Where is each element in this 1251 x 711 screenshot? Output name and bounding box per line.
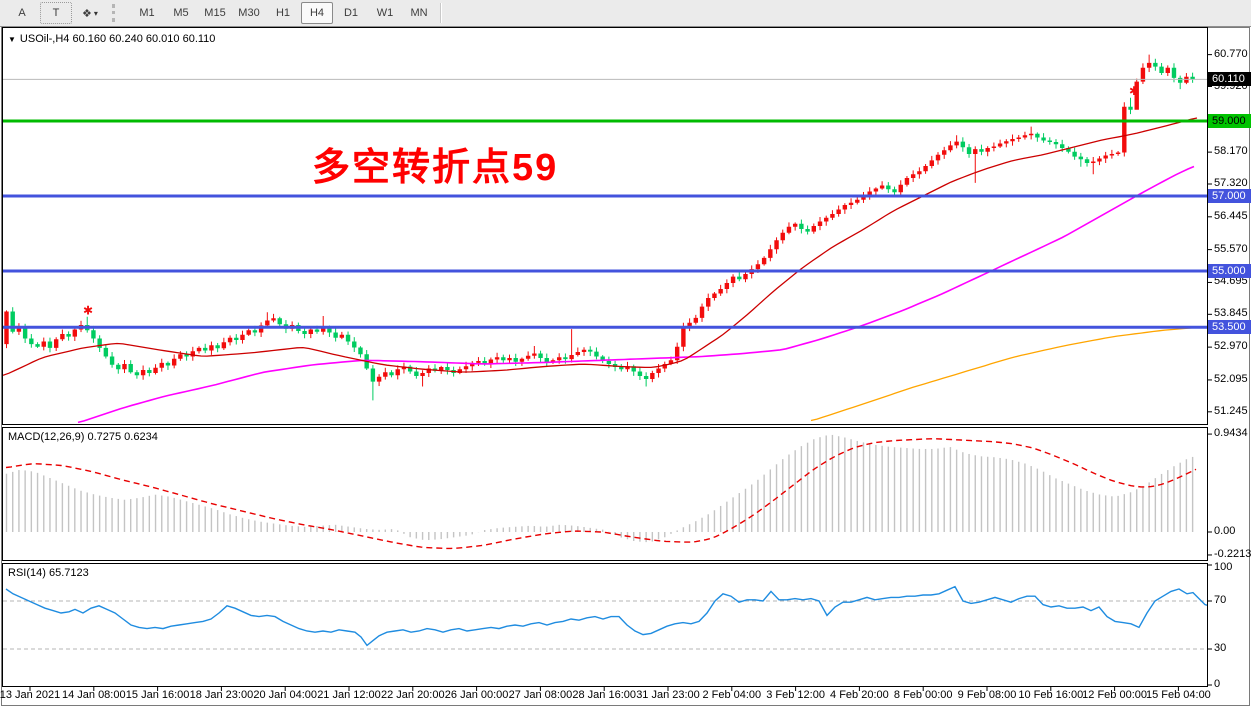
macd-pane-label: MACD(12,26,9) 0.7275 0.6234 — [8, 431, 158, 443]
time-axis-label: 31 Jan 23:00 — [636, 689, 700, 701]
timeframe-button-m5[interactable]: M5 — [173, 7, 189, 19]
star-marker[interactable]: ✱ — [83, 303, 93, 317]
timeframe-button-d1[interactable]: D1 — [343, 7, 359, 19]
time-axis-label: 8 Feb 00:00 — [893, 689, 953, 701]
arrows-tool-button[interactable]: ❖ ▾ — [74, 2, 106, 24]
time-axis-label: 20 Jan 04:00 — [253, 689, 317, 701]
macd-axis-label: 0.00 — [1214, 525, 1236, 537]
arrows-icon: ❖ — [82, 7, 92, 20]
rsi-pane-border — [2, 563, 1208, 687]
time-axis-label: 13 Jan 2021 — [0, 689, 61, 701]
chart-annotation-text: 多空转折点59 — [312, 147, 559, 189]
ma-fast-line — [3, 117, 1198, 376]
symbol-title: ▼ USOil-,H4 60.160 60.240 60.010 60.110 — [8, 33, 215, 45]
timeframe-button-h4[interactable]: H4 — [301, 2, 333, 24]
rsi-axis-label: 70 — [1214, 594, 1227, 606]
ma-long-line — [810, 326, 1196, 422]
macd-histogram — [5, 434, 1194, 543]
symbol-ohlc-text: USOil-,H4 60.160 60.240 60.010 60.110 — [19, 33, 216, 45]
time-axis-label: 2 Feb 04:00 — [702, 689, 762, 701]
candles — [4, 54, 1195, 401]
macd-pane-border — [2, 427, 1208, 561]
timeframe-button-w1[interactable]: W1 — [376, 7, 394, 19]
rsi-axis-label: 30 — [1214, 642, 1227, 654]
timeframe-group: M1 M5 M15 M30 H1 H4 D1 W1 MN — [125, 2, 436, 24]
time-axis-label: 27 Jan 08:00 — [508, 689, 573, 701]
timeframe-button-m15[interactable]: M15 — [204, 7, 226, 19]
time-axis-label: 21 Jan 12:00 — [317, 689, 381, 701]
time-axis-label: 3 Feb 12:00 — [766, 689, 825, 701]
current-price-badge: 60.110 — [1208, 72, 1251, 87]
time-axis-label: 9 Feb 08:00 — [957, 689, 1017, 701]
main-pane-border — [2, 27, 1208, 425]
chart-expander-icon[interactable]: ▼ — [8, 34, 16, 44]
text-tool-button[interactable]: T — [40, 2, 72, 24]
rsi-axis-label: 100 — [1214, 561, 1233, 573]
time-axis-label: 12 Feb 00:00 — [1082, 689, 1148, 701]
toolbar-separator — [440, 3, 442, 23]
level-badge-53.500: 53.500 — [1208, 320, 1251, 335]
time-axis-label: 10 Feb 16:00 — [1018, 689, 1084, 701]
rsi-axis-label: 0 — [1214, 678, 1221, 690]
price-axis-label: 60.770 — [1214, 47, 1248, 60]
timeframe-button-h1[interactable]: H1 — [275, 7, 291, 19]
time-axis-label: 15 Jan 16:00 — [125, 689, 190, 701]
macd-signal-line — [5, 438, 1197, 550]
price-axis-label: 54.695 — [1214, 275, 1248, 288]
chevron-down-icon: ▾ — [93, 8, 98, 18]
price-axis-label: 56.445 — [1214, 209, 1248, 222]
toolbar: A T ❖ ▾ M1 M5 M15 M30 H1 H4 D1 W1 MN — [0, 0, 1251, 27]
toolbar-separator — [112, 4, 120, 22]
price-axis-label: 52.095 — [1214, 372, 1248, 385]
time-axis-label: 22 Jan 20:00 — [380, 689, 445, 701]
macd-axis-label: 0.9434 — [1214, 427, 1248, 440]
timeframe-button-m30[interactable]: M30 — [238, 7, 260, 19]
level-badge-59.000: 59.000 — [1208, 114, 1251, 128]
macd-axis-label: -0.2213 — [1214, 547, 1251, 560]
timeframe-button-mn[interactable]: MN — [410, 7, 428, 19]
star-marker[interactable]: ✱ — [1129, 84, 1139, 98]
time-axis-label: 26 Jan 00:00 — [444, 689, 509, 701]
price-axis-label: 57.320 — [1214, 177, 1248, 189]
time-axis-label: 28 Jan 16:00 — [572, 689, 636, 701]
price-axis-label: 52.970 — [1214, 340, 1248, 353]
rsi-line — [5, 585, 1207, 647]
time-axis-label: 4 Feb 20:00 — [830, 689, 889, 701]
level-badge-55.000: 55.000 — [1208, 264, 1251, 278]
time-axis-label: 15 Feb 04:00 — [1145, 689, 1211, 701]
time-axis-label: 14 Jan 08:00 — [61, 689, 126, 701]
timeframe-button-m1[interactable]: M1 — [139, 7, 155, 19]
level-badge-57.000: 57.000 — [1208, 189, 1251, 203]
time-axis-label: 18 Jan 23:00 — [189, 689, 254, 701]
price-axis-label: 55.570 — [1214, 242, 1248, 255]
price-axis-label: 51.245 — [1214, 404, 1248, 417]
ma-slow-line — [77, 165, 1195, 424]
rsi-pane-label: RSI(14) 65.7123 — [8, 567, 89, 579]
price-axis-label: 53.845 — [1214, 307, 1248, 320]
annotate-tool-button[interactable]: A — [18, 7, 26, 19]
price-axis-label: 58.170 — [1214, 145, 1248, 158]
